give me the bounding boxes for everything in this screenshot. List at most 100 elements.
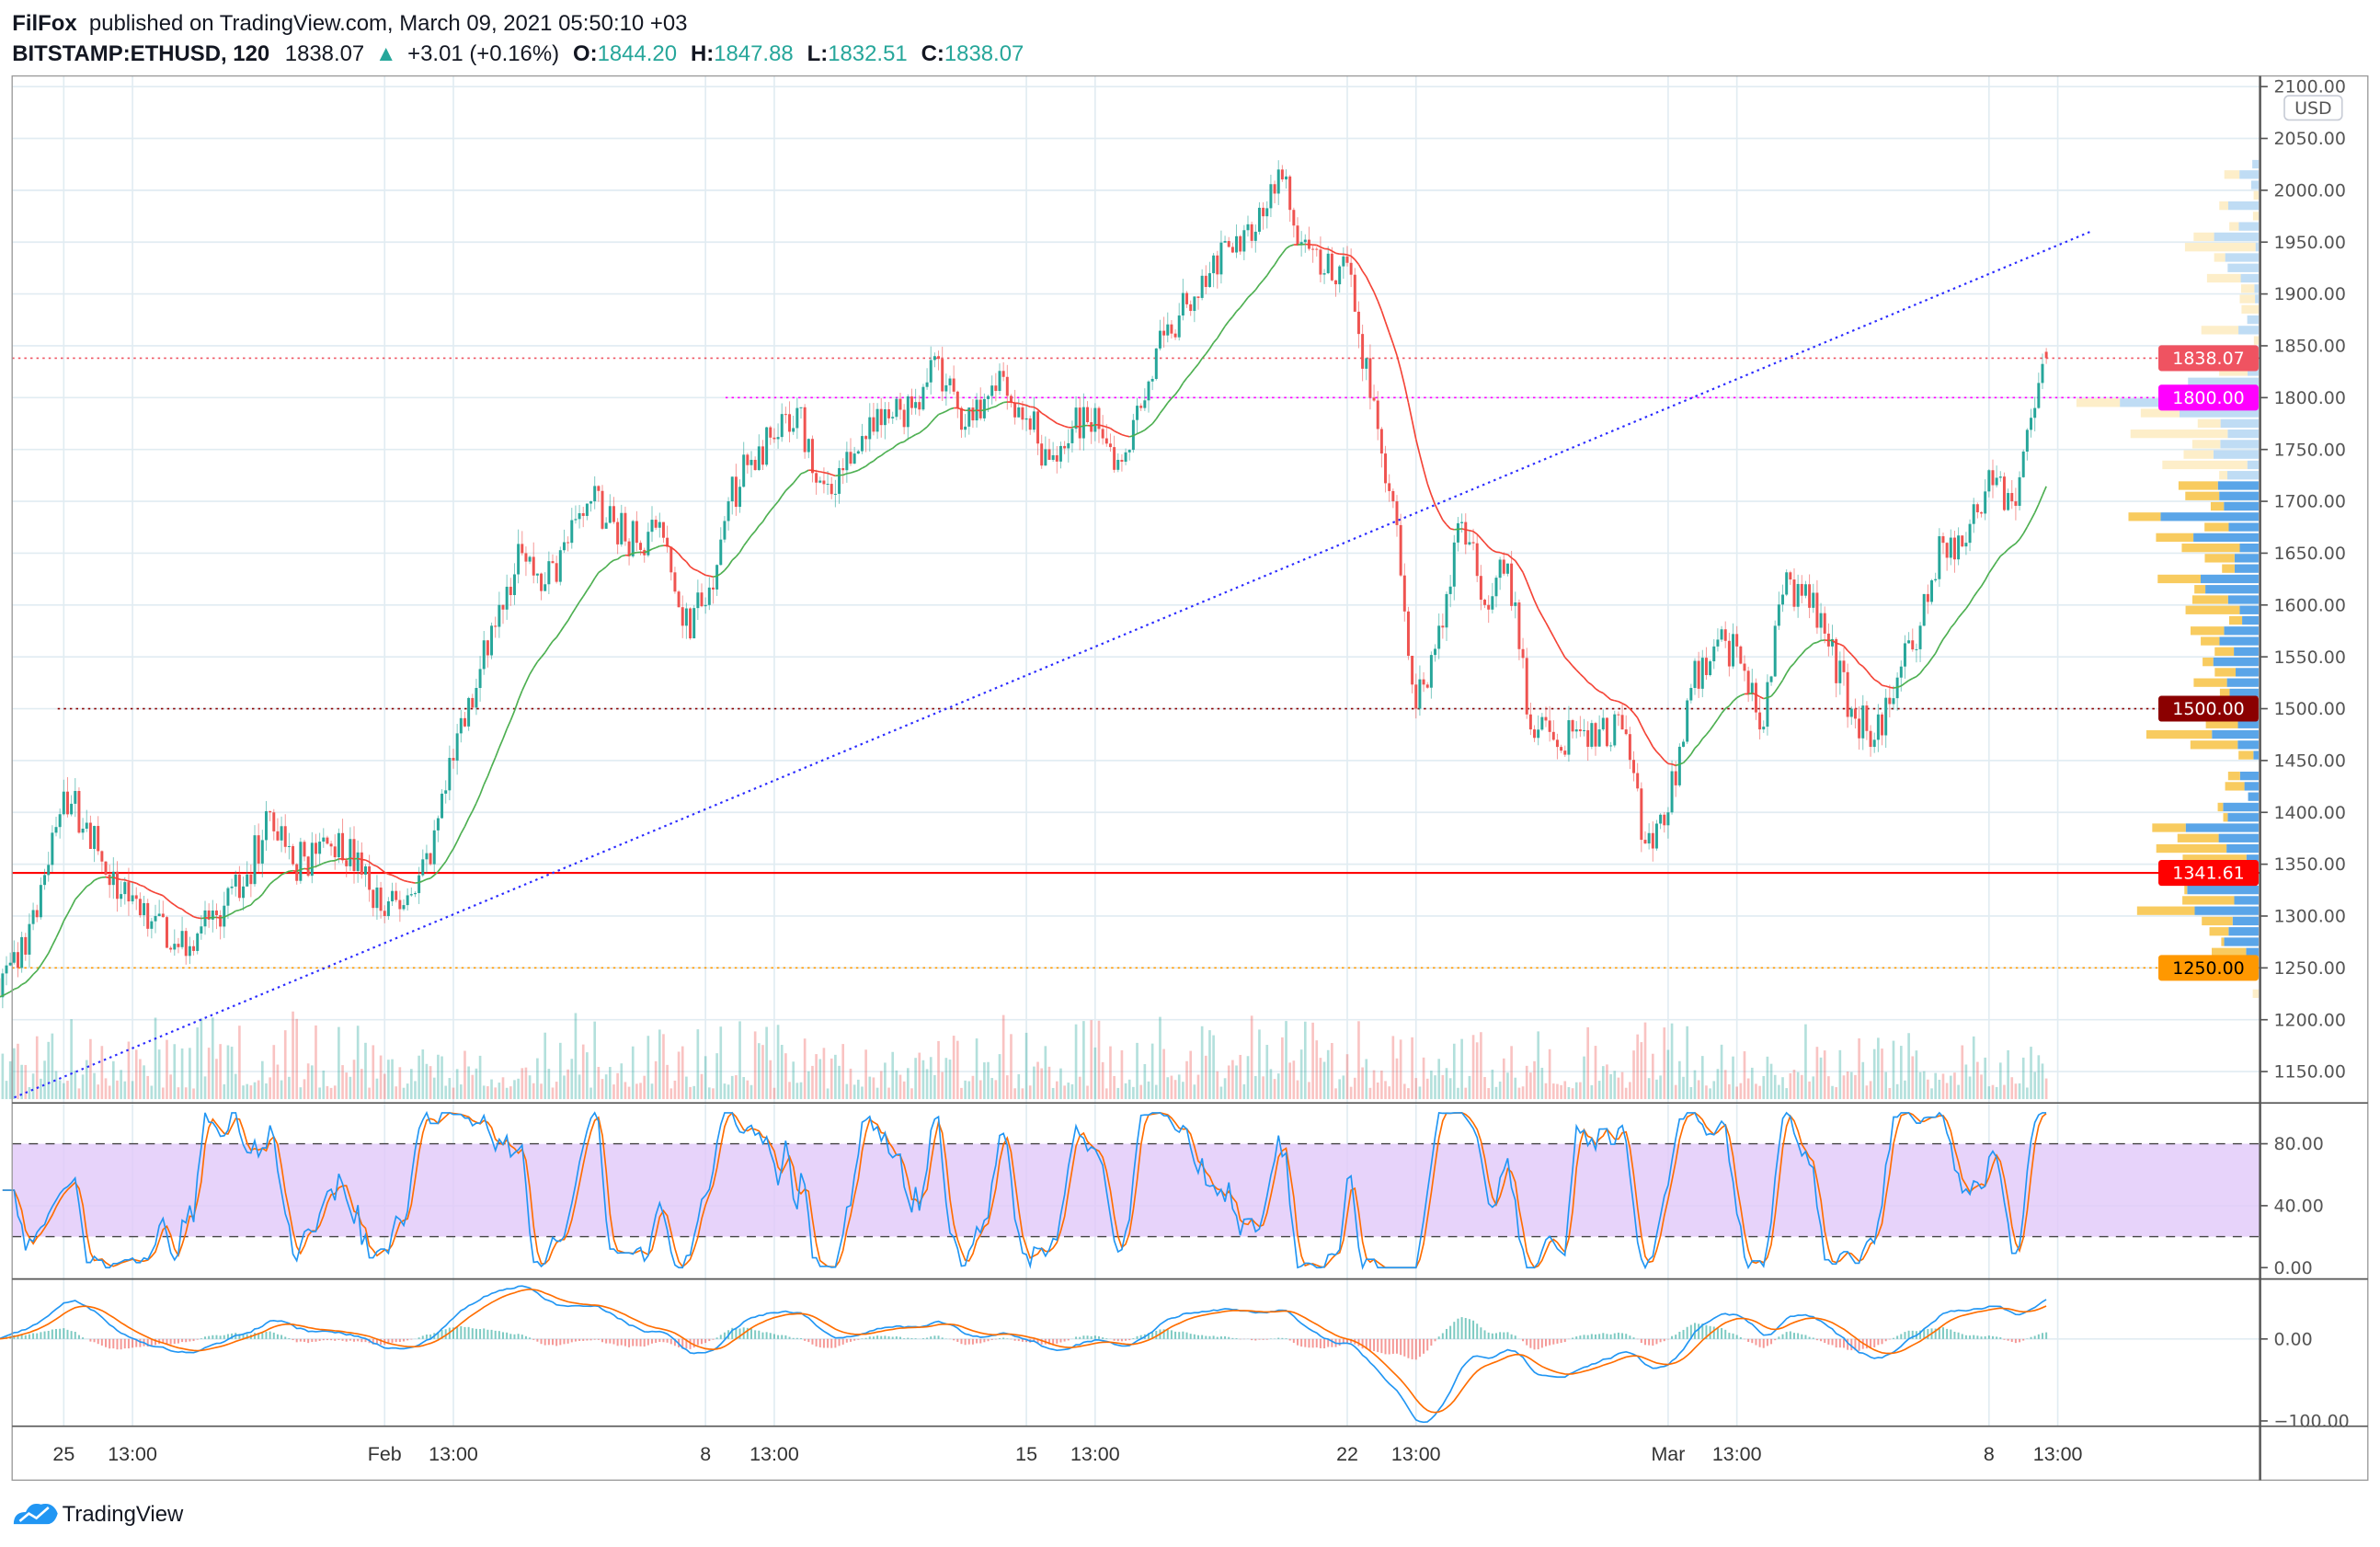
time-axis[interactable]: 25 13:00 Feb 13:00 8 13:00 15 13:00 22 13:00 Mar 13… [52, 1443, 2082, 1465]
ma-segment [113, 877, 118, 880]
candle [658, 512, 661, 538]
volume-bar [184, 1087, 188, 1100]
ma-segment [1980, 579, 1986, 587]
ma-segment [193, 915, 198, 919]
candle [12, 940, 16, 965]
volume-bar [1533, 1060, 1536, 1100]
volume-bar [1895, 1083, 1899, 1100]
candle [432, 819, 436, 873]
macd-histogram-bar [1847, 1338, 1849, 1350]
macd-histogram-bar [544, 1338, 546, 1346]
volume-bar [234, 1073, 237, 1100]
candle [161, 900, 165, 918]
macd-histogram-bar [1251, 1338, 1253, 1341]
candle-body [1628, 734, 1631, 761]
volume-bar [1093, 1047, 1097, 1100]
tradingview-logo[interactable]: TradingView [13, 1502, 184, 1527]
currency-button[interactable]: USD [2283, 95, 2343, 121]
volume-bar [24, 1064, 28, 1100]
macd-histogram-bar [1854, 1338, 1857, 1351]
candle-body [952, 378, 955, 392]
volume-profile-up-bar [2219, 636, 2259, 646]
macd-histogram-bar [868, 1336, 871, 1339]
volume-bar [639, 1083, 642, 1100]
candle [838, 460, 841, 504]
candle [1445, 591, 1448, 641]
trendline[interactable] [14, 230, 2091, 1099]
price-tick-label: 1300.00 [2273, 907, 2345, 927]
candle [891, 411, 895, 424]
candle-body [562, 542, 566, 551]
candle-body [505, 586, 509, 610]
candle-body [1047, 449, 1051, 460]
symbol[interactable]: BITSTAMP:ETHUSD, 120 [12, 41, 269, 66]
candle [2018, 471, 2021, 510]
candle [505, 574, 509, 620]
candle [929, 346, 933, 395]
candle [1998, 471, 2002, 482]
published-text: published on TradingView.com, March 09, … [89, 11, 688, 36]
ma-segment [566, 613, 573, 622]
candle-body [51, 832, 54, 865]
ma-segment [472, 802, 477, 812]
volume-bar [589, 1087, 592, 1100]
ma-segment [659, 544, 664, 547]
macd-histogram-bar [1025, 1338, 1028, 1343]
candle-body [81, 829, 85, 833]
macd-histogram-bar [43, 1331, 46, 1339]
candle-body [1617, 714, 1620, 716]
volume-profile-up-bar [2236, 668, 2259, 677]
candle [1242, 224, 1246, 260]
macd-histogram-bar [1182, 1331, 1184, 1339]
macd-histogram-bar [59, 1328, 62, 1339]
candle [74, 778, 77, 818]
macd-histogram-bar [876, 1335, 879, 1339]
author[interactable]: FilFox [12, 11, 77, 36]
macd-histogram-bar [956, 1338, 959, 1342]
volume-bar [8, 1060, 12, 1100]
volume-bar [735, 1075, 738, 1100]
candle-body [352, 839, 356, 871]
candle [1548, 705, 1551, 742]
candle [264, 800, 268, 851]
candle-body [948, 378, 952, 385]
ma-segment [1671, 763, 1676, 767]
volume-bar [467, 1066, 470, 1100]
ma-segment [980, 408, 985, 412]
macd-histogram-bar [1350, 1338, 1353, 1343]
ma-segment [1045, 415, 1050, 419]
ma-segment [1732, 696, 1738, 703]
candle-body [2025, 430, 2029, 452]
ma-segment [1862, 665, 1868, 671]
candle [788, 401, 792, 442]
volume-bar [1617, 1077, 1620, 1100]
macd-histogram-bar [127, 1338, 130, 1349]
macd-histogram-bar [185, 1338, 188, 1343]
candle-body [1835, 638, 1838, 683]
macd-histogram-bar [1235, 1337, 1238, 1339]
candle [517, 529, 521, 584]
macd-histogram-bar [1170, 1330, 1173, 1339]
volume-bar [364, 1042, 367, 1100]
macd-histogram-bar [181, 1338, 184, 1343]
candle [673, 567, 677, 594]
candle [1792, 567, 1796, 612]
ma-segment [21, 981, 27, 986]
candle [1918, 622, 1922, 662]
macd-axis[interactable]: 0.00−100.00 [2260, 1329, 2350, 1432]
ma-segment [716, 573, 722, 578]
macd-histogram-bar [628, 1338, 631, 1347]
ma-segment [750, 531, 756, 536]
ma-segment [63, 913, 69, 922]
price-axis[interactable]: 2100.002050.002000.001950.001900.001850.… [2260, 77, 2346, 1083]
volume-profile-down-bar [2238, 751, 2254, 760]
candle [1571, 718, 1574, 739]
volume-bar [375, 1078, 379, 1100]
macd-histogram-bar [1686, 1326, 1688, 1339]
candle [1510, 550, 1514, 611]
ma-segment [1446, 523, 1451, 530]
ma-segment [1919, 667, 1925, 674]
candle-body [1583, 729, 1586, 732]
candle [1601, 709, 1605, 731]
